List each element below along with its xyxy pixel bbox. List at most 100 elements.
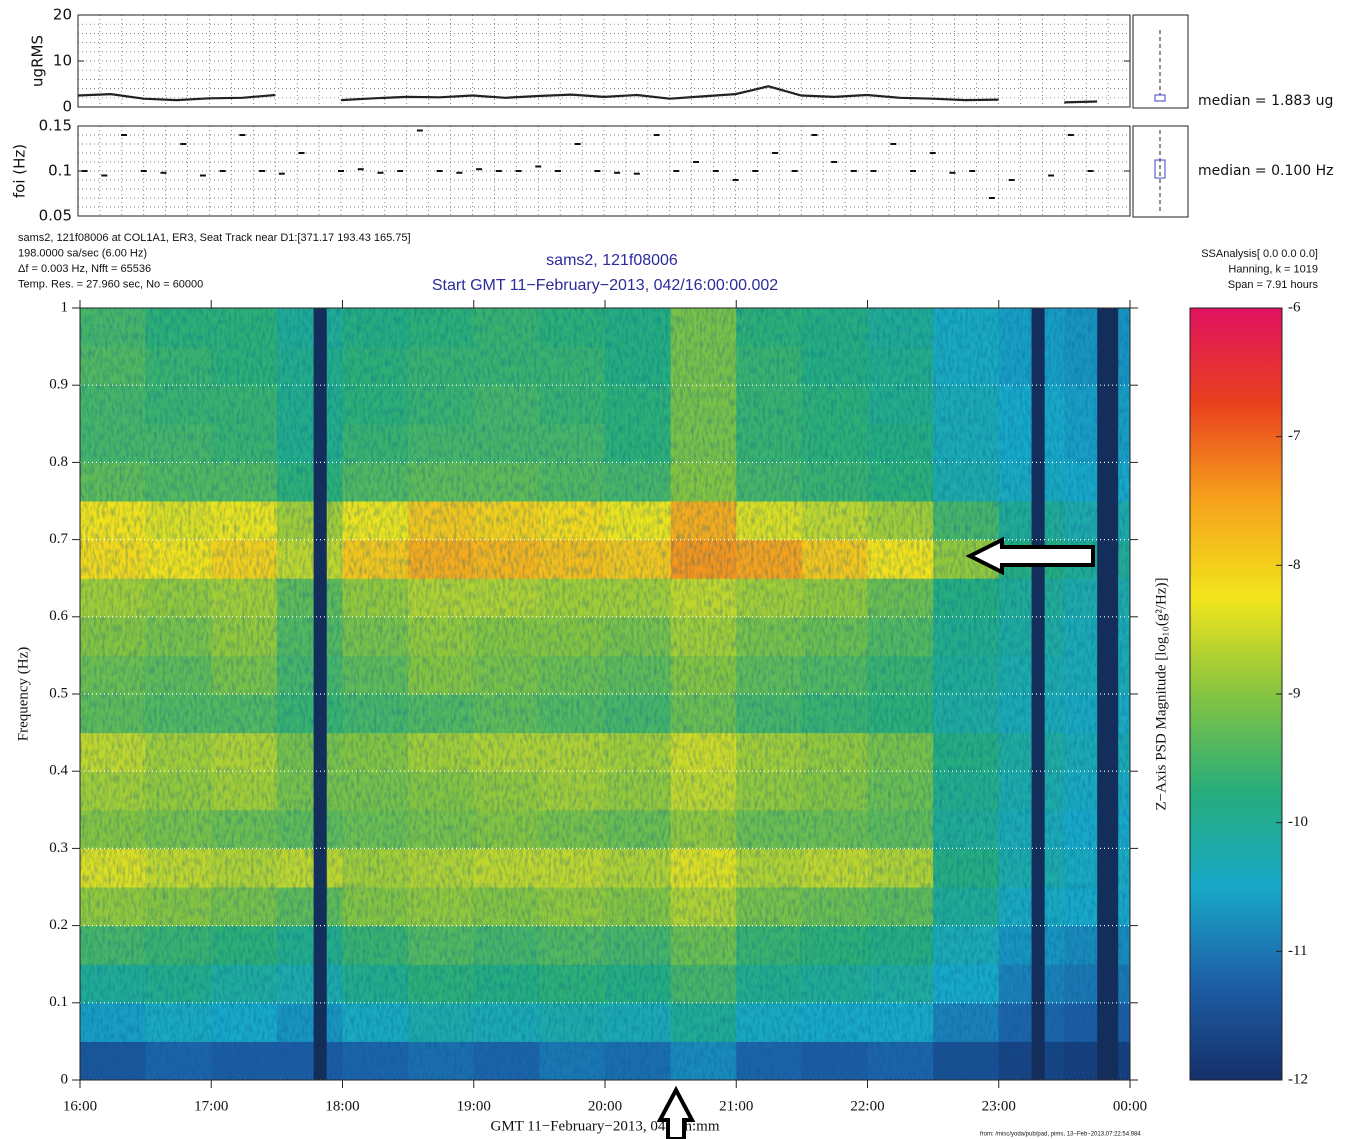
y-tick-label: 10 <box>53 52 72 70</box>
point <box>594 170 601 172</box>
y-tick-label: 0.6 <box>49 608 68 624</box>
info-text: 198.0000 sa/sec (6.00 Hz) <box>18 247 147 259</box>
point <box>1087 170 1094 172</box>
panel <box>78 15 1130 107</box>
y-axis-label: ugRMS <box>29 35 47 87</box>
point <box>140 170 147 172</box>
point <box>259 170 266 172</box>
point <box>476 168 483 171</box>
point <box>831 161 838 163</box>
point <box>121 134 128 136</box>
point <box>554 170 561 172</box>
colorbar-label: Z−Axis PSD Magnitude [log₁₀(g²/Hz)] <box>1153 578 1169 811</box>
point <box>1048 174 1055 177</box>
point <box>732 179 739 181</box>
colorbar <box>1189 307 1283 1081</box>
plot-frame <box>77 125 1131 217</box>
chart-title: sams2, 121f08006 <box>546 252 678 269</box>
point <box>239 134 246 136</box>
x-tick-label: 21:00 <box>719 1098 753 1114</box>
point <box>988 197 995 199</box>
point <box>357 168 364 171</box>
point <box>81 170 88 172</box>
point <box>219 170 226 172</box>
point <box>890 143 897 145</box>
x-tick-label: 19:00 <box>457 1098 491 1114</box>
x-tick-label: 18:00 <box>325 1098 359 1114</box>
point <box>712 170 719 172</box>
point <box>929 152 936 154</box>
info-text: Δf = 0.003 Hz, Nfft = 65536 <box>18 263 151 275</box>
y-tick-label: 0 <box>62 98 72 116</box>
x-tick-label: 17:00 <box>194 1098 228 1114</box>
point <box>653 134 660 136</box>
y-axis-label: foi (Hz) <box>11 144 29 198</box>
point <box>969 170 976 172</box>
chart-subtitle: Start GMT 11−February−2013, 042/16:00:00… <box>432 277 778 294</box>
colorbar-tick-label: -7 <box>1288 428 1301 444</box>
point <box>870 170 877 172</box>
colorbar-tick-label: -6 <box>1288 299 1301 315</box>
point <box>811 134 818 136</box>
y-tick-label: 0.8 <box>49 454 68 470</box>
point <box>673 170 680 172</box>
point <box>338 170 344 172</box>
point <box>101 174 108 177</box>
point <box>377 171 384 174</box>
panel <box>78 126 1130 216</box>
x-tick-label: 20:00 <box>588 1098 622 1114</box>
x-tick-label: 23:00 <box>982 1098 1016 1114</box>
point <box>535 165 542 168</box>
x-tick-label: 00:00 <box>1113 1098 1147 1114</box>
point <box>910 170 917 172</box>
point <box>456 171 463 174</box>
plot-frame <box>79 307 1131 1081</box>
y-tick-label: 1 <box>61 299 69 315</box>
arrow-annotation <box>656 1085 696 1139</box>
x-tick-label: 16:00 <box>63 1098 97 1114</box>
info-text: sams2, 121f08006 at COL1A1, ER3, Seat Tr… <box>18 232 411 244</box>
info-text: Span = 7.91 hours <box>1228 279 1319 291</box>
point <box>693 161 700 163</box>
point <box>771 152 778 154</box>
y-tick-label: 0.1 <box>48 162 72 180</box>
y-tick-label: 0.4 <box>49 763 68 779</box>
point <box>850 170 857 172</box>
colorbar-tick-label: -12 <box>1288 1071 1308 1087</box>
side-panel <box>1132 14 1189 218</box>
info-text: Hanning, k = 1019 <box>1228 263 1318 275</box>
colorbar-tick-label: -9 <box>1288 685 1301 701</box>
data-line <box>77 85 1098 104</box>
y-tick-label: 20 <box>53 6 72 24</box>
y-tick-label: 0.5 <box>49 685 68 701</box>
point <box>614 171 621 174</box>
colorbar-tick-label: -11 <box>1288 943 1307 959</box>
point <box>574 143 581 145</box>
point <box>298 152 305 154</box>
point <box>397 170 404 172</box>
y-tick-label: 0.1 <box>49 994 68 1010</box>
colorbar-tick-label: -10 <box>1288 814 1308 830</box>
point <box>1008 179 1015 181</box>
data-gap <box>1097 308 1119 1080</box>
y-tick-label: 0.7 <box>49 531 68 547</box>
y-tick-label: 0.9 <box>49 377 68 393</box>
colorbar-tick-label: -8 <box>1288 557 1301 573</box>
x-axis-label: GMT 11−February−2013, 042/hh:mm <box>491 1118 720 1134</box>
y-tick-label: 0.05 <box>39 207 72 225</box>
point <box>180 143 187 145</box>
y-tick-label: 0 <box>61 1071 69 1087</box>
data-gap <box>1031 308 1045 1080</box>
point <box>199 174 206 177</box>
plot-frame <box>77 14 1131 108</box>
footer: from: /misc/yoda/pub/pad, pims, 13−Feb−2… <box>980 1132 1141 1138</box>
point <box>791 170 798 172</box>
y-tick-label: 0.2 <box>49 917 68 933</box>
info-text: SSAnalysis[ 0.0 0.0 0.0] <box>1201 248 1318 260</box>
y-axis-label: Frequency (Hz) <box>15 647 31 742</box>
point <box>278 172 285 175</box>
point <box>416 129 423 132</box>
median-annotation: median = 0.100 Hz <box>1198 163 1334 179</box>
y-tick-label: 0.15 <box>39 117 72 135</box>
